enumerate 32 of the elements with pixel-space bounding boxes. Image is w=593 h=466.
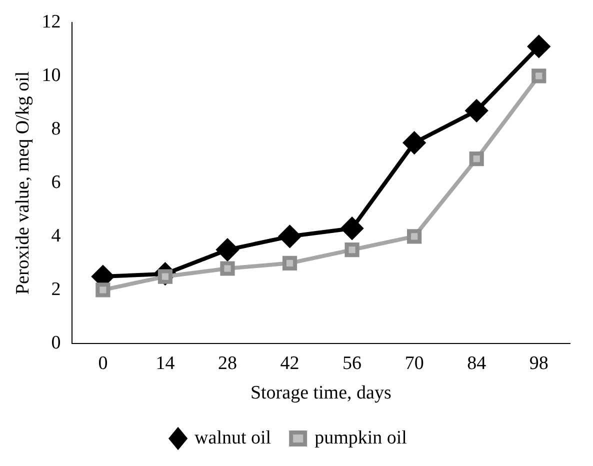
point [403, 132, 426, 154]
y-tick-label: 8 [51, 118, 61, 140]
y-tick-label: 6 [51, 172, 61, 193]
point [532, 68, 546, 84]
x-tick-label: 98 [529, 352, 548, 374]
legend-label: walnut oil [194, 427, 272, 448]
y-axis-title: Peroxide value, meq O/kg oil [12, 71, 34, 295]
point [216, 238, 238, 261]
y-tick-label: 10 [42, 64, 61, 86]
point [96, 282, 110, 298]
x-tick-label: 0 [98, 352, 108, 374]
point [469, 152, 484, 166]
point [341, 217, 364, 240]
point [278, 225, 301, 248]
x-tick-label: 14 [156, 352, 176, 374]
legend-label: pumpkin oil [314, 427, 407, 448]
x-tick-label: 28 [218, 352, 237, 374]
point [407, 229, 422, 244]
x-tick-label: 84 [467, 352, 487, 374]
y-tick-label: 0 [51, 332, 61, 354]
x-tick-label: 70 [404, 352, 424, 374]
point [528, 35, 550, 58]
y-tick-label: 12 [42, 11, 61, 32]
point [220, 261, 235, 276]
x-tick-label: 42 [280, 352, 300, 374]
point [466, 100, 488, 122]
x-tick-label: 56 [342, 352, 362, 374]
point [344, 242, 360, 258]
point [282, 256, 298, 270]
x-axis-title: Storage time, days [250, 382, 392, 404]
y-tick-label: 2 [51, 278, 61, 300]
y-tick-label: 4 [51, 225, 62, 246]
